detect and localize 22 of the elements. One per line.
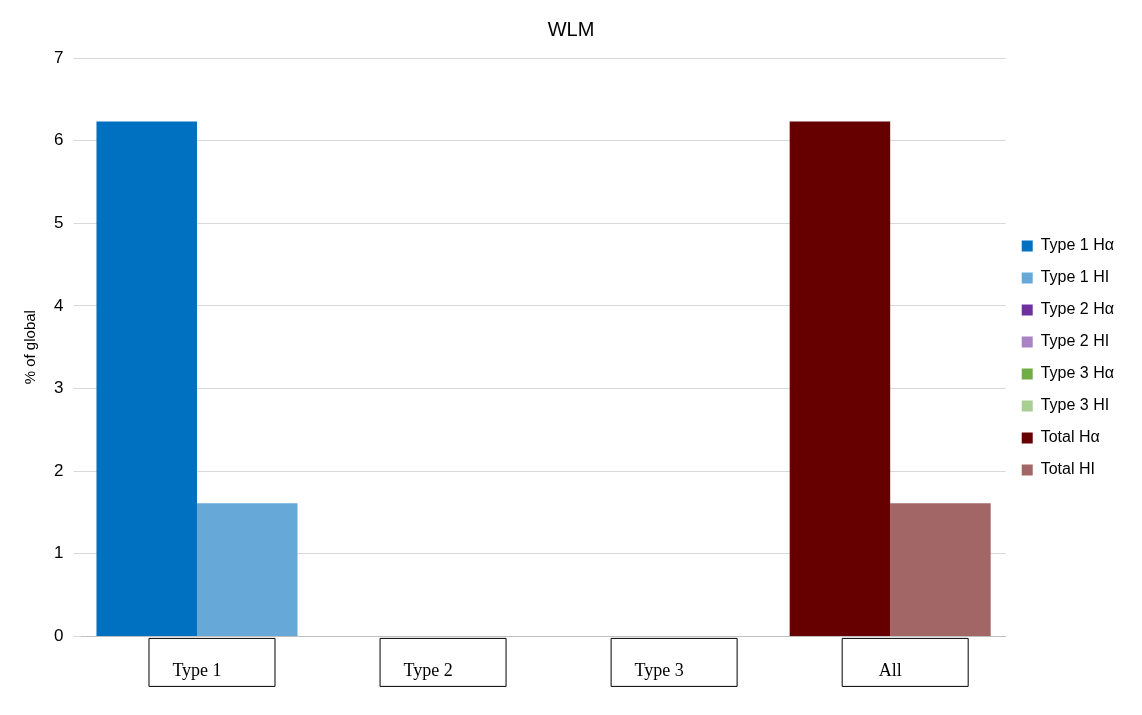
y-tick-label: 3 (53, 378, 64, 398)
y-tick-label: 2 (53, 460, 64, 480)
legend-label: Type 2 HI (1040, 332, 1110, 350)
legend-label: Type 1 Hα (1040, 236, 1114, 254)
y-tick-label: 0 (53, 626, 64, 646)
legend-label: Type 3 HI (1040, 396, 1110, 414)
legend-label: Total HI (1040, 460, 1095, 478)
y-tick-label: 5 (53, 212, 64, 232)
legend-label: Type 3 Hα (1040, 364, 1114, 382)
y-tick-label: 7 (53, 47, 64, 67)
y-tick-label: 6 (53, 130, 64, 150)
x-tick-label: Type 1 (172, 659, 222, 680)
y-tick-label: 1 (53, 543, 64, 563)
legend-label: Type 1 HI (1040, 268, 1110, 286)
legend-label: Total Hα (1040, 428, 1100, 446)
y-axis-title: % of global (21, 310, 39, 385)
x-tick-label: Type 3 (634, 659, 684, 680)
legend-label: Type 2 Hα (1040, 300, 1114, 318)
y-tick-label: 4 (53, 295, 64, 315)
x-tick-label: Type 2 (403, 659, 453, 680)
x-tick-label: All (878, 659, 902, 680)
chart-title: WLM (547, 17, 595, 40)
